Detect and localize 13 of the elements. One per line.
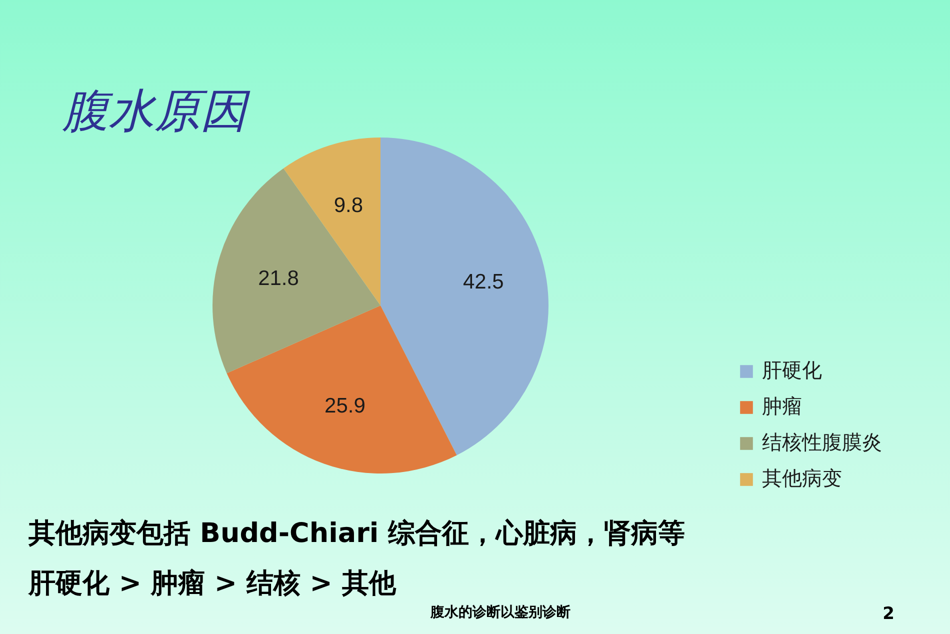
legend-label: 肿瘤 xyxy=(762,393,802,420)
data-label: 42.5 xyxy=(462,270,504,294)
legend-label: 其他病变 xyxy=(762,465,842,492)
legend-label: 肝硬化 xyxy=(762,357,822,384)
data-label: 21.8 xyxy=(258,266,299,290)
text: 肝硬化 > 肿瘤 > 结核 > 其他 xyxy=(28,568,397,599)
text: 其他病变包括 Budd-Chiari 综合征，心脏病，肾病等 xyxy=(28,518,686,549)
data-label: 25.9 xyxy=(324,394,366,418)
legend-label: 结核性腹膜炎 xyxy=(762,429,882,456)
text: 2 xyxy=(882,604,894,624)
text: 腹水的诊断以鉴别诊断 xyxy=(430,604,570,620)
data-label: 9.8 xyxy=(334,194,364,218)
chart-title: 腹水原因 xyxy=(62,84,250,138)
